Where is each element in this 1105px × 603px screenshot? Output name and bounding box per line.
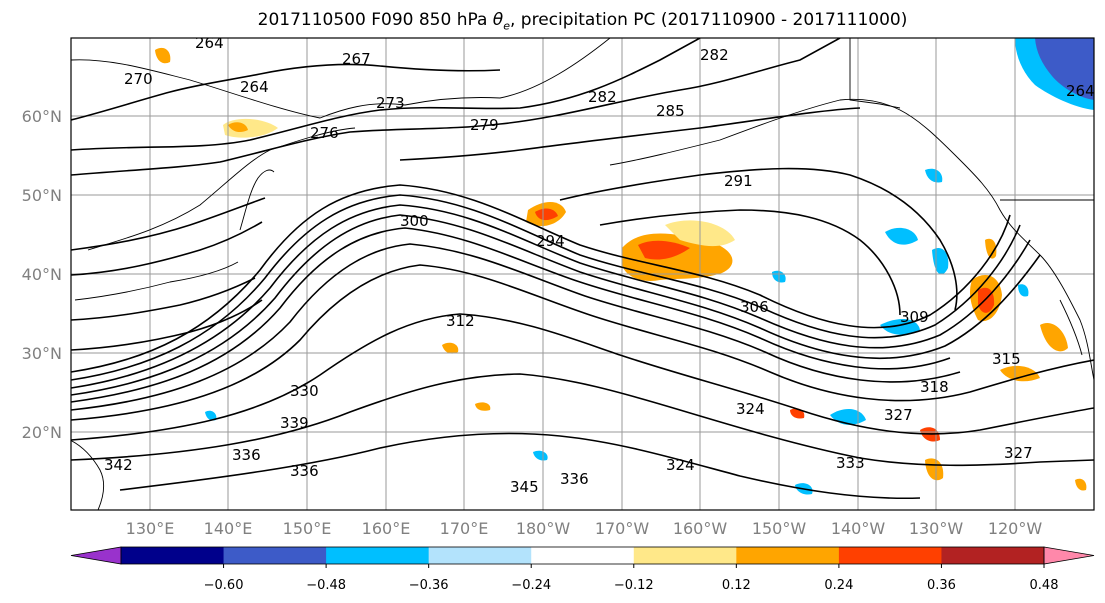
colorbar-tick-label: 0.36 — [927, 578, 956, 593]
precip-area — [228, 122, 248, 133]
colorbar-swatch — [633, 547, 737, 564]
contour-label: 276 — [310, 124, 339, 142]
colorbar-swatches — [70, 546, 1095, 565]
contour-label: 318 — [920, 378, 949, 396]
contour-label: 345 — [510, 478, 539, 496]
contour-label: 285 — [656, 102, 685, 120]
contour-label: 279 — [470, 116, 499, 134]
contour-label: 291 — [724, 172, 753, 190]
longitude-labels: 130°E 140°E 150°E 160°E 170°E 180°W 170°… — [126, 519, 1043, 538]
lon-label: 140°W — [831, 519, 886, 538]
contour-label: 336 — [290, 462, 319, 480]
contour-label: 330 — [290, 382, 319, 400]
precip-area — [925, 458, 944, 481]
contour-label: 267 — [342, 50, 371, 68]
lon-label: 120°W — [988, 519, 1043, 538]
lat-label: 30°N — [22, 344, 62, 363]
contour-label: 282 — [700, 46, 729, 64]
lon-label: 160°W — [673, 519, 728, 538]
colorbar: −0.60 −0.48 −0.36 −0.24 −0.12 0.12 0.24 0.36 0.4… — [70, 546, 1095, 593]
map-border — [70, 37, 1095, 511]
contour-label: 294 — [536, 232, 565, 250]
lon-label: 180°W — [516, 519, 571, 538]
colorbar-tick-label: −0.48 — [306, 578, 346, 593]
colorbar-extension-left — [70, 546, 122, 565]
contour-label: 264 — [195, 34, 224, 52]
contour-label: 336 — [560, 470, 589, 488]
precip-area — [535, 208, 558, 221]
contour-label: 324 — [666, 456, 695, 474]
colorbar-swatch — [736, 547, 840, 564]
lat-label: 40°N — [22, 265, 62, 284]
precip-area — [1035, 38, 1094, 100]
contour-label: 324 — [736, 400, 765, 418]
contour-label: 270 — [124, 70, 153, 88]
precip-area — [985, 238, 997, 259]
contour-label: 336 — [232, 446, 261, 464]
precip-area — [1018, 284, 1029, 297]
colorbar-tick-label: 0.48 — [1030, 578, 1059, 593]
lon-label: 140°E — [204, 519, 253, 538]
contour-label: 342 — [104, 456, 133, 474]
colorbar-outline — [120, 546, 1045, 565]
colorbar-swatch — [941, 547, 1045, 564]
contour-label: 312 — [446, 312, 475, 330]
colorbar-tick-label: −0.60 — [204, 578, 244, 593]
precip-area — [442, 342, 459, 354]
precip-area — [925, 168, 943, 183]
colorbar-swatch — [531, 547, 635, 564]
colorbar-swatch — [428, 547, 532, 564]
precip-area — [475, 402, 491, 411]
lon-label: 160°E — [362, 519, 411, 538]
contour-label: 309 — [900, 308, 929, 326]
lon-label: 150°E — [283, 519, 332, 538]
precip-positive-shading — [155, 47, 1087, 491]
contour-label: 327 — [1004, 444, 1033, 462]
colorbar-swatch — [838, 547, 942, 564]
colorbar-tick-label: −0.36 — [409, 578, 449, 593]
lon-label: 170°W — [595, 519, 650, 538]
contour-label: 333 — [836, 454, 865, 472]
precip-area — [885, 227, 918, 245]
precip-area — [1040, 322, 1068, 352]
contour-label: 273 — [376, 94, 405, 112]
colorbar-tick-label: 0.24 — [824, 578, 853, 593]
contour-label: 282 — [588, 88, 617, 106]
lon-label: 130°W — [909, 519, 964, 538]
contour-label: 300 — [400, 212, 429, 230]
contour-label: 339 — [280, 414, 309, 432]
contour-labels: 264 267 270 264 273 276 279 282 285 282 … — [104, 34, 1095, 496]
map-title: 2017110500 F090 850 hPa θe, precipitatio… — [257, 10, 908, 33]
precip-area — [1000, 365, 1040, 382]
precip-area — [155, 47, 171, 64]
lat-label: 60°N — [22, 107, 62, 126]
lon-label: 130°E — [126, 519, 175, 538]
colorbar-extension-right — [1043, 546, 1095, 565]
theta-e-contours — [71, 38, 1094, 500]
colorbar-swatch — [223, 547, 327, 564]
lon-label: 150°W — [752, 519, 807, 538]
precip-area — [1075, 478, 1087, 491]
colorbar-tick-label: −0.24 — [511, 578, 551, 593]
contour-label: 327 — [884, 406, 913, 424]
coastlines — [71, 38, 1094, 510]
lat-label: 50°N — [22, 186, 62, 205]
precip-area — [533, 450, 548, 461]
precip-area — [205, 410, 217, 421]
contour-label: 264 — [240, 78, 269, 96]
colorbar-swatch — [121, 547, 225, 564]
map-content: 264 267 270 264 273 276 279 282 285 282 … — [71, 34, 1095, 510]
colorbar-tick-label: 0.12 — [722, 578, 751, 593]
colorbar-tick-label: −0.12 — [614, 578, 654, 593]
latitude-labels: 60°N 50°N 40°N 30°N 20°N — [22, 107, 62, 442]
contour-label: 264 — [1066, 82, 1095, 100]
precip-area — [638, 240, 690, 260]
colorbar-ticks: −0.60 −0.48 −0.36 −0.24 −0.12 0.12 0.24 0.36 0.4… — [204, 564, 1059, 593]
lat-label: 20°N — [22, 423, 62, 442]
contour-label: 306 — [740, 298, 769, 316]
colorbar-swatch — [326, 547, 430, 564]
lon-label: 170°E — [440, 519, 489, 538]
contour-label: 315 — [992, 350, 1021, 368]
